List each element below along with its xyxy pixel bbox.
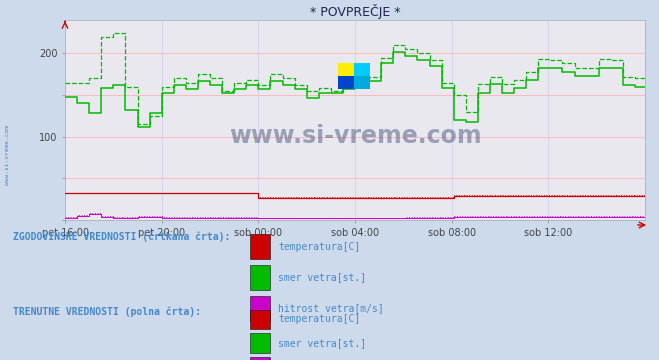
Text: smer vetra[st.]: smer vetra[st.] (278, 273, 366, 282)
Text: hitrost vetra[m/s]: hitrost vetra[m/s] (278, 303, 384, 313)
Text: temperatura[C]: temperatura[C] (278, 314, 360, 324)
Bar (250, 296, 270, 321)
Text: www.si-vreme.com: www.si-vreme.com (229, 124, 481, 148)
Bar (337, 76, 353, 89)
Text: www.si-vreme.com: www.si-vreme.com (5, 125, 11, 185)
Bar (337, 63, 353, 76)
Bar (250, 357, 270, 360)
Bar (250, 333, 270, 353)
Bar (353, 63, 370, 76)
Text: temperatura[C]: temperatura[C] (278, 242, 360, 252)
Text: ZGODOVINSKE VREDNOSTI (črtkana črta):: ZGODOVINSKE VREDNOSTI (črtkana črta): (13, 231, 231, 242)
Bar (250, 234, 270, 259)
Text: TRENUTNE VREDNOSTI (polna črta):: TRENUTNE VREDNOSTI (polna črta): (13, 307, 201, 317)
Bar (353, 76, 370, 89)
Text: smer vetra[st.]: smer vetra[st.] (278, 338, 366, 348)
Bar (250, 265, 270, 290)
Bar (250, 310, 270, 329)
Title: * POVPREČJE *: * POVPREČJE * (310, 4, 400, 19)
